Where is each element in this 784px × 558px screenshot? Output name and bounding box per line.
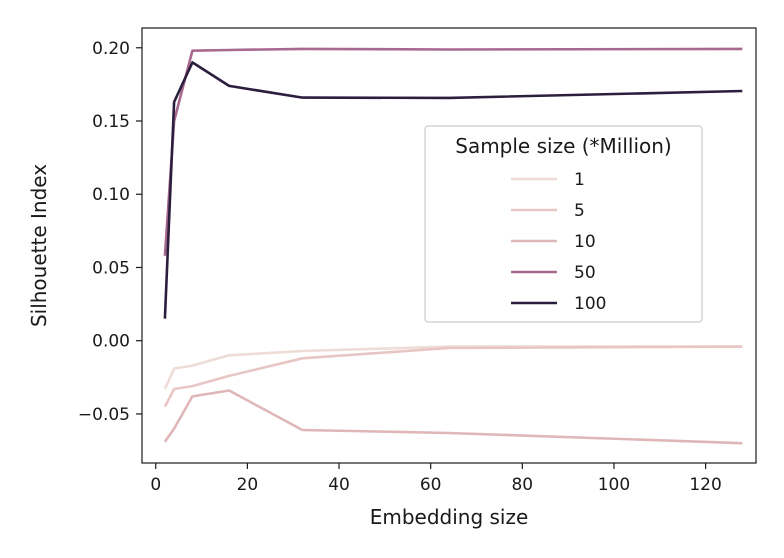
y-tick-label: 0.10 xyxy=(92,185,130,205)
series-line-100 xyxy=(163,61,743,319)
x-tick-label: 100 xyxy=(598,475,630,495)
legend-label-100: 100 xyxy=(574,294,606,314)
y-tick-label: 0.15 xyxy=(92,112,130,132)
legend-box xyxy=(424,125,703,323)
x-tick-label: 20 xyxy=(237,475,259,495)
series-line-10 xyxy=(163,389,743,445)
legend-label-1: 1 xyxy=(574,170,585,190)
legend-entries: 1 5 10 50 100 xyxy=(511,170,606,314)
legend-label-5: 5 xyxy=(574,201,585,221)
y-tick-label: 0.20 xyxy=(92,39,130,59)
y-axis-title: Silhouette Index xyxy=(27,164,51,327)
x-tick-label: 60 xyxy=(420,475,442,495)
legend-label-50: 50 xyxy=(574,263,596,283)
series-line-5 xyxy=(163,345,743,408)
legend-label-10: 10 xyxy=(574,232,596,252)
y-tick-label: 0.00 xyxy=(92,332,130,352)
plot-lines xyxy=(163,47,743,445)
x-tick-label: 0 xyxy=(150,475,161,495)
x-tick-label: 80 xyxy=(511,475,533,495)
x-tick-label: 40 xyxy=(328,475,350,495)
y-axis: −0.05 0.00 0.05 0.10 0.15 0.20 xyxy=(78,39,142,425)
plot-frame xyxy=(141,27,757,464)
legend: Sample size (*Million) 1 5 10 50 100 xyxy=(424,125,703,323)
x-axis: 0 20 40 60 80 100 120 xyxy=(150,463,722,495)
series-line-1 xyxy=(163,345,743,390)
y-tick-label: −0.05 xyxy=(78,405,130,425)
legend-title: Sample size (*Million) xyxy=(455,134,671,158)
x-tick-label: 120 xyxy=(689,475,721,495)
x-axis-title: Embedding size xyxy=(370,505,529,529)
y-tick-label: 0.05 xyxy=(92,258,130,278)
